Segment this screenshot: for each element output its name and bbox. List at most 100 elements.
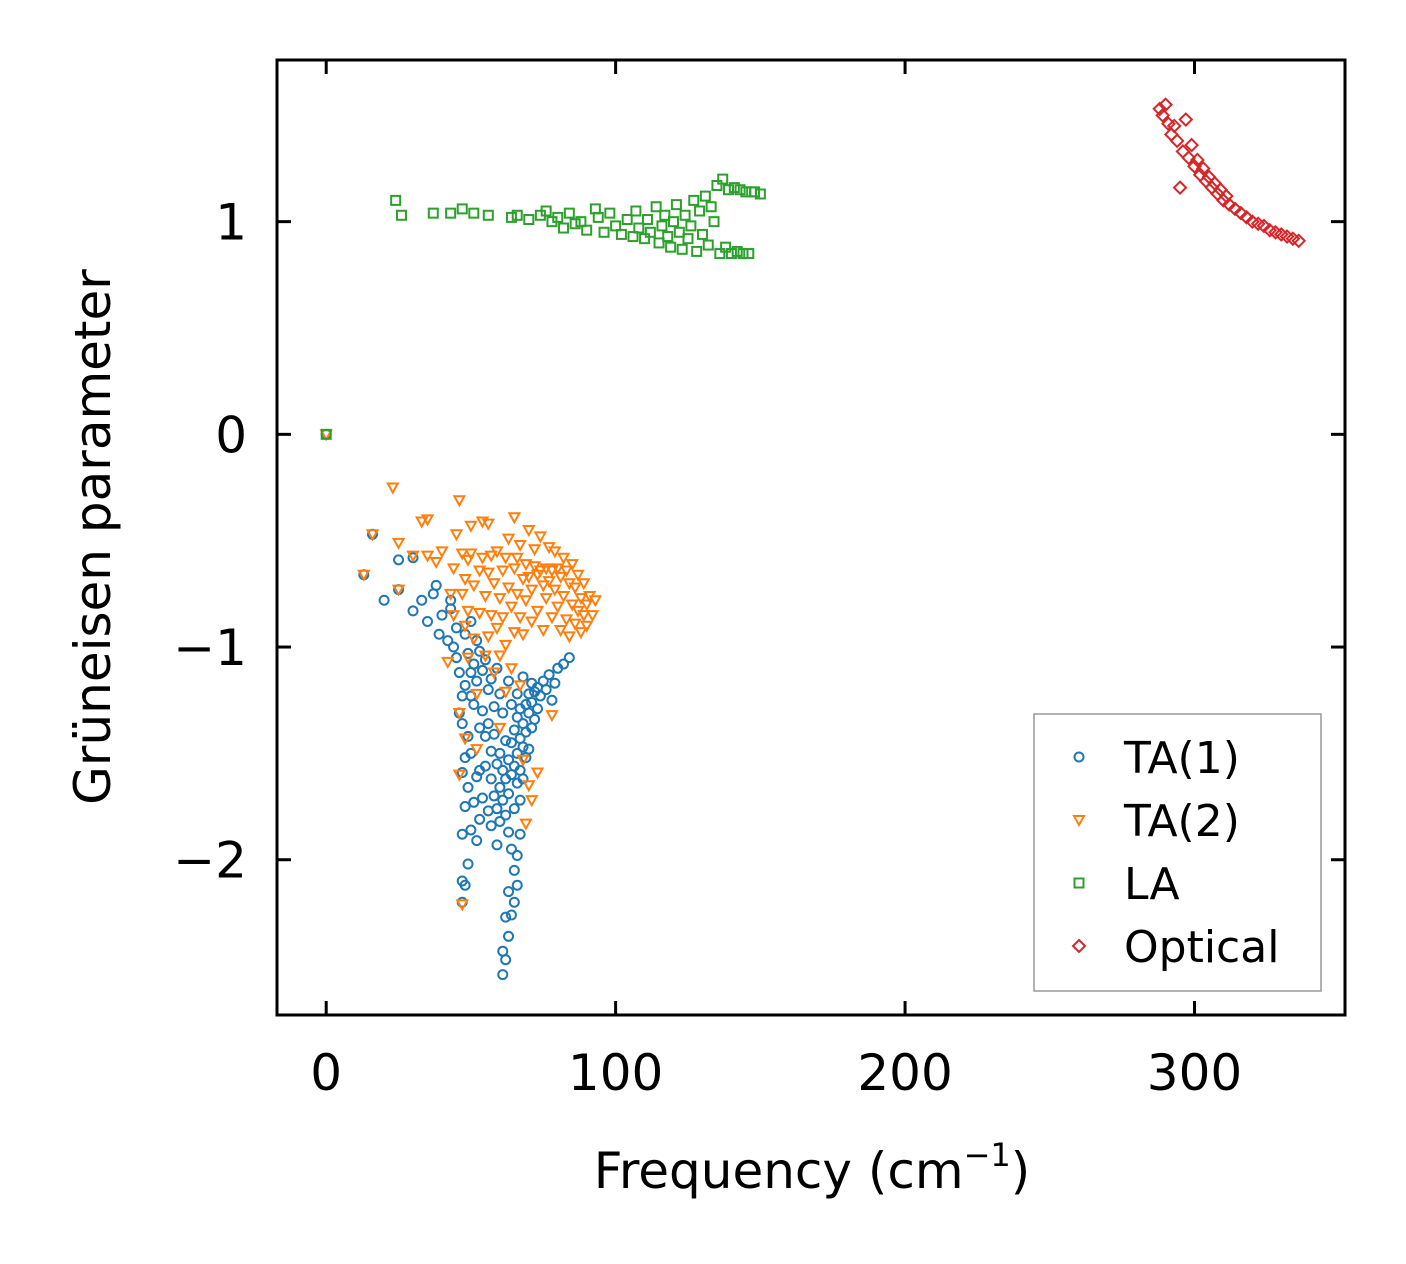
- data-point: [513, 612, 527, 625]
- data-point: [452, 769, 467, 782]
- data-point: [545, 710, 559, 723]
- data-point: [569, 218, 581, 230]
- data-point: [559, 565, 574, 578]
- data-point: [523, 214, 535, 226]
- data-point: [487, 667, 501, 680]
- data-point: [503, 886, 515, 898]
- data-point: [633, 222, 645, 234]
- data-point: [478, 590, 493, 604]
- data-point: [479, 654, 491, 666]
- data-point: [497, 707, 509, 719]
- data-point: [513, 680, 527, 693]
- x-tick-label: 0: [310, 1044, 342, 1102]
- data-point: [1256, 218, 1272, 234]
- data-point: [516, 754, 530, 767]
- data-point: [621, 214, 633, 226]
- data-point: [685, 220, 697, 232]
- data-point: [511, 688, 523, 700]
- data-point: [565, 559, 579, 572]
- data-point: [490, 546, 504, 559]
- data-point: [427, 207, 439, 219]
- data-point: [505, 211, 517, 223]
- data-point: [476, 705, 488, 717]
- data-point: [577, 578, 591, 591]
- data-point: [505, 737, 517, 749]
- data-point: [488, 701, 500, 713]
- data-point: [536, 625, 550, 638]
- legend-item: Optical: [1071, 922, 1279, 973]
- y-tick-label: −2: [173, 832, 247, 890]
- data-point: [471, 835, 483, 847]
- data-point: [474, 722, 486, 734]
- data-point: [422, 616, 434, 628]
- y-tick-label: 1: [215, 194, 247, 252]
- y-axis-label: Grüneisen parameter: [64, 269, 122, 805]
- legend-item: TA(1): [1073, 733, 1240, 784]
- data-point: [539, 593, 553, 606]
- data-point: [534, 690, 546, 702]
- data-point: [490, 622, 504, 635]
- data-point: [720, 241, 732, 253]
- data-point: [505, 909, 517, 921]
- data-point: [1195, 161, 1211, 176]
- data-point: [708, 216, 720, 228]
- data-point: [516, 629, 530, 642]
- data-point: [407, 605, 419, 617]
- data-point: [479, 760, 491, 772]
- data-point: [500, 954, 512, 966]
- data-point: [488, 728, 500, 740]
- data-point: [442, 635, 454, 647]
- data-point: [562, 631, 577, 644]
- data-point: [1166, 118, 1182, 134]
- data-point: [1158, 97, 1173, 113]
- data-point: [670, 199, 682, 211]
- data-point: [511, 747, 523, 759]
- data-point: [484, 550, 498, 563]
- data-point: [559, 614, 574, 627]
- data-point: [448, 641, 460, 653]
- data-point: [524, 795, 539, 808]
- x-tick-label: 200: [857, 1044, 952, 1102]
- data-point: [556, 590, 571, 604]
- data-point: [1291, 233, 1307, 249]
- data-point: [365, 529, 380, 542]
- data-point: [488, 790, 500, 802]
- data-point: [551, 563, 565, 576]
- data-point: [723, 184, 735, 196]
- data-point: [456, 203, 468, 215]
- plot-frame: [275, 58, 1347, 1017]
- data-point: [665, 241, 677, 253]
- data-point: [474, 813, 486, 825]
- data-point: [522, 780, 536, 793]
- data-point: [386, 482, 400, 495]
- data-point: [546, 694, 558, 706]
- data-point: [508, 864, 520, 876]
- data-point: [481, 518, 495, 531]
- data-point: [406, 550, 420, 563]
- data-point: [481, 631, 495, 644]
- data-point: [378, 594, 390, 606]
- series-optical: [1152, 97, 1307, 249]
- data-point: [507, 563, 522, 576]
- data-point: [553, 625, 568, 638]
- data-point: [1233, 205, 1249, 221]
- data-point: [458, 733, 472, 746]
- data-point: [472, 565, 487, 578]
- data-point: [524, 584, 539, 597]
- data-point: [728, 182, 740, 194]
- data-point: [433, 628, 445, 640]
- data-point: [568, 582, 582, 595]
- data-point: [459, 679, 471, 691]
- data-point: [462, 858, 474, 870]
- data-point: [579, 599, 594, 612]
- data-point: [553, 571, 568, 584]
- data-point: [501, 533, 516, 546]
- data-point: [650, 201, 662, 213]
- x-tick-label: 300: [1147, 1044, 1242, 1102]
- data-point: [529, 713, 541, 725]
- data-point: [682, 233, 694, 245]
- data-point: [498, 686, 513, 699]
- data-point: [737, 248, 749, 260]
- data-point: [456, 828, 468, 840]
- data-point: [510, 552, 524, 565]
